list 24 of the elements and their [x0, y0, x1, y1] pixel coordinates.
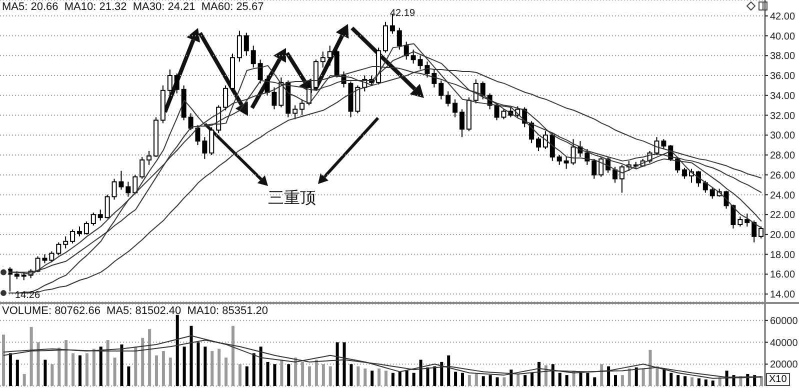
annotation: 14.26 — [15, 290, 40, 301]
annotation: 三重顶 — [268, 188, 316, 209]
y-tick-label: 20.00 — [770, 230, 796, 241]
y-tick-label: 22.00 — [770, 210, 796, 222]
y-tick-label: 28.00 — [770, 150, 796, 162]
y-tick-label: 40000 — [770, 338, 798, 349]
y-tick-label: 36.00 — [770, 71, 796, 82]
y-tick-label: 34.00 — [770, 90, 796, 102]
y-tick-label: 30.00 — [770, 130, 796, 142]
annotation: 42.19 — [390, 8, 416, 19]
y-tick-label: 32.00 — [770, 110, 796, 122]
annotation: VOLUME: 80762.66 MA5: 81502.40 MA10: 85351.20 — [2, 305, 268, 317]
y-tick-label: 20000 — [770, 360, 798, 371]
text: X10 — [766, 373, 790, 386]
y-tick-label: 60000 — [770, 316, 798, 327]
y-tick-label: 40.00 — [770, 31, 796, 42]
y-tick-label: 42.00 — [770, 11, 796, 22]
y-tick-label: 14.00 — [770, 290, 796, 301]
y-tick-label: 24.00 — [770, 190, 796, 202]
y-tick-label: 38.00 — [770, 51, 796, 62]
y-tick-label: 18.00 — [770, 250, 796, 261]
annotation: MA5: 20.66 MA10: 21.32 MA30: 24.21 MA60: 25.67 — [2, 1, 264, 13]
y-tick-label: 16.00 — [770, 270, 796, 281]
y-tick-label: 26.00 — [770, 170, 796, 182]
